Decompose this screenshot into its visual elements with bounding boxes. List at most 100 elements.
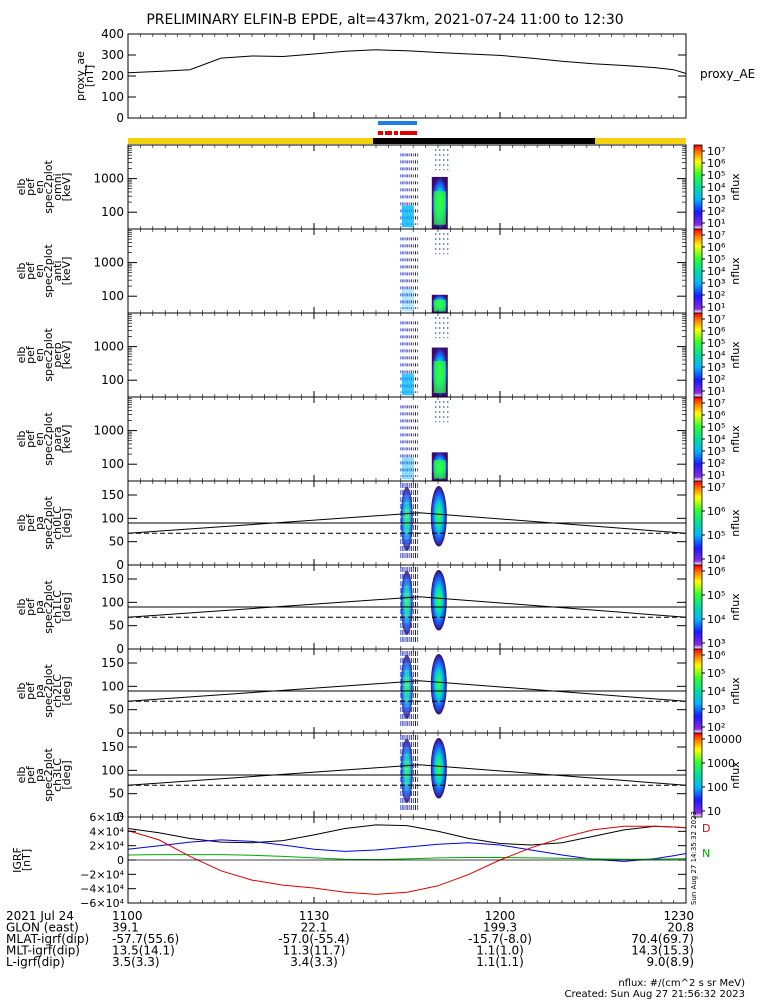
y-tick-label: 50 <box>109 619 124 633</box>
y-axis-label: spec2plot <box>42 496 55 550</box>
y-tick-label: 0 <box>116 726 124 740</box>
footer-row-value: 14.3(15.3) <box>631 944 694 958</box>
colorbar-tick-label: 10¹ <box>707 217 725 230</box>
colorbar-tick-label: 10⁵ <box>707 529 725 542</box>
y-tick-label: 300 <box>101 48 124 62</box>
colorbar-label: nflux <box>729 593 742 621</box>
spectrogram-data <box>400 483 447 559</box>
proxy-ae-line <box>127 49 687 74</box>
y-axis-label: [nT] <box>20 849 33 871</box>
panel-ch1LC: 150100500elbpefpaspec2plotch1LC[deg]10⁶1… <box>15 564 742 656</box>
colorbar-gradient <box>693 228 703 314</box>
sunlit-segment-right <box>595 138 686 144</box>
footer-row-value: 9.0(8.9) <box>646 955 694 969</box>
colorbar-tick-label: 10⁵ <box>707 421 725 434</box>
science-zone-red-bar <box>378 131 417 135</box>
y-axis-label: elb <box>15 263 28 280</box>
spectrogram-data <box>400 567 447 643</box>
y-tick-label: 1000 <box>93 256 124 270</box>
y-axis-label: pef <box>24 513 37 532</box>
colorbar-tick-label: 10² <box>707 289 725 302</box>
footer-row-value: 1230 <box>663 909 694 923</box>
y-tick-label: 100 <box>101 679 124 693</box>
colorbar-tick-label: 10⁵ <box>707 169 725 182</box>
panel-anti: 1000100elbpefenspec2plotanti[keV]10⁷10⁶1… <box>15 228 742 314</box>
y-tick-label: 0 <box>116 111 124 125</box>
flux-units-note: nflux: #/(cm^2 s sr MeV) <box>618 978 745 989</box>
footer-row-value: 3.4(3.3) <box>290 955 338 969</box>
y-tick-label: 100 <box>101 373 124 387</box>
y-tick-label: 400 <box>101 27 124 41</box>
spectrogram-patch <box>401 205 414 228</box>
plot-frame <box>127 33 687 119</box>
colorbar-tick-label: 10000 <box>707 733 742 746</box>
colorbar: 10000 1000 100 10 nflux <box>693 732 742 818</box>
pitch-angle-blob <box>430 738 447 799</box>
y-tick-label: 100 <box>101 511 124 525</box>
footer-row-label: L-igrf(dip) <box>6 955 65 969</box>
footer-row-value: 3.5(3.3) <box>112 955 160 969</box>
y-axis-label: pef <box>24 681 37 700</box>
colorbar-tick-label: 10 <box>707 805 721 818</box>
colorbar-tick-label: 100 <box>707 781 728 794</box>
footer-row-value: 1.1(1.0) <box>476 944 524 958</box>
colorbar: 10⁷ 10⁶ 10⁵ 10⁴ nflux <box>693 480 742 566</box>
spectrogram-patch <box>401 373 414 396</box>
colorbar-tick-label: 10⁶ <box>707 505 726 518</box>
y-tick-label: 50 <box>109 703 124 717</box>
pitch-angle-blob <box>400 486 413 551</box>
colorbar-gradient <box>693 396 703 482</box>
colorbar-gradient <box>693 480 703 566</box>
colorbar-tick-label: 10³ <box>707 703 725 716</box>
y-axis-label: ch3LC <box>51 758 64 792</box>
side-stamp: Sun Aug 27 14:35:32 2023 <box>690 811 698 905</box>
panel-omni: 1000100elbpefenspec2plotomni[keV]10⁷10⁶1… <box>15 144 742 230</box>
y-axis-label: elb <box>15 683 28 700</box>
colorbar-label: nflux <box>729 257 742 285</box>
y-tick-label: 100 <box>101 289 124 303</box>
y-tick-label: 0 <box>117 854 124 867</box>
colorbar-tick-label: 10⁶ <box>707 325 726 338</box>
colorbar-tick-label: 10⁴ <box>707 553 726 566</box>
y-axis-label: [keV] <box>60 173 73 202</box>
y-tick-label: −2×10⁴ <box>80 868 124 881</box>
y-tick-label: 50 <box>109 535 124 549</box>
y-axis-label: spec2plot <box>42 664 55 718</box>
spectrogram-data <box>400 233 449 313</box>
figure-title: PRELIMINARY ELFIN-B EPDE, alt=437km, 202… <box>146 12 623 28</box>
y-axis-label: para <box>51 427 64 452</box>
y-axis-label: spec2plot <box>42 412 55 466</box>
footer-row-value: 11.3(11.7) <box>283 944 346 958</box>
y-tick-label: 150 <box>101 656 124 670</box>
y-tick-label: 200 <box>101 69 124 83</box>
colorbar-tick-label: 10⁴ <box>707 433 726 446</box>
spectrogram-patch <box>433 361 446 394</box>
pitch-angle-blob <box>430 570 447 631</box>
y-tick-label: −6×10⁴ <box>80 897 124 910</box>
y-tick-label: 150 <box>101 488 124 502</box>
y-axis-label: pef <box>24 765 37 784</box>
y-axis-label: [deg] <box>60 508 73 537</box>
footer-row-value: 199.3 <box>483 921 517 935</box>
colorbar-tick-label: 10⁷ <box>707 397 725 410</box>
igrf-bx-line <box>127 839 687 862</box>
footer-row-value: -15.7(-8.0) <box>468 932 532 946</box>
igrf-bz-line <box>127 825 687 895</box>
colorbar-tick-label: 10⁴ <box>707 349 726 362</box>
spectrogram-patch <box>401 457 414 480</box>
y-tick-label: 100 <box>101 457 124 471</box>
y-tick-label: 100 <box>101 595 124 609</box>
spectrogram-patch <box>433 299 446 312</box>
y-axis-label: elb <box>15 347 28 364</box>
proxy-ae-legend: proxy_AE <box>700 67 755 81</box>
footer-row-value: 1.1(1.1) <box>476 955 524 969</box>
pitch-angle-blob <box>400 654 413 719</box>
footer-row-value: 13.5(14.1) <box>112 944 175 958</box>
y-axis-label: [keV] <box>60 257 73 286</box>
y-axis-label: proxy_ae <box>74 51 87 101</box>
colorbar-tick-label: 10² <box>707 721 725 734</box>
pitch-angle-blob <box>400 570 413 635</box>
